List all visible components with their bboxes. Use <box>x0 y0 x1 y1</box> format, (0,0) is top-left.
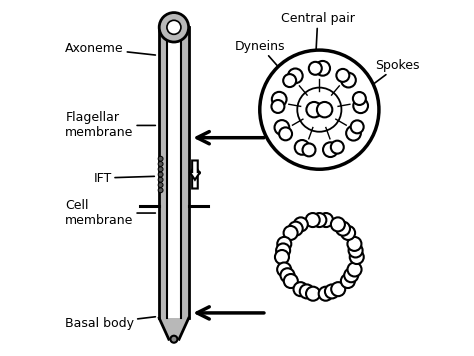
Circle shape <box>351 120 364 133</box>
Circle shape <box>353 92 366 105</box>
Circle shape <box>284 274 298 288</box>
Circle shape <box>353 98 368 113</box>
Circle shape <box>272 92 287 106</box>
FancyArrow shape <box>190 166 200 189</box>
Circle shape <box>283 74 296 87</box>
Circle shape <box>158 188 163 193</box>
Circle shape <box>300 284 314 298</box>
Circle shape <box>341 226 355 240</box>
Circle shape <box>293 282 308 296</box>
Circle shape <box>167 20 181 34</box>
Circle shape <box>317 102 332 117</box>
Circle shape <box>341 73 356 88</box>
Circle shape <box>309 62 322 75</box>
Text: Flagellar
membrane: Flagellar membrane <box>65 111 155 140</box>
Circle shape <box>279 127 292 140</box>
Text: Cell
membrane: Cell membrane <box>65 199 155 227</box>
Circle shape <box>346 126 361 141</box>
Circle shape <box>294 218 308 231</box>
Circle shape <box>159 12 189 42</box>
Polygon shape <box>159 27 189 339</box>
Circle shape <box>306 213 319 227</box>
Circle shape <box>337 69 349 82</box>
Circle shape <box>158 156 163 161</box>
Polygon shape <box>167 27 181 318</box>
Circle shape <box>306 287 320 301</box>
Circle shape <box>277 237 292 251</box>
Circle shape <box>347 237 362 251</box>
Text: Central pair: Central pair <box>281 12 355 86</box>
Circle shape <box>336 222 350 236</box>
Circle shape <box>347 262 362 277</box>
Circle shape <box>158 167 163 172</box>
Circle shape <box>158 172 163 177</box>
Circle shape <box>260 50 379 169</box>
Circle shape <box>350 250 364 264</box>
Circle shape <box>158 177 163 182</box>
Circle shape <box>348 244 363 257</box>
Circle shape <box>331 282 345 296</box>
Circle shape <box>281 268 294 282</box>
Circle shape <box>331 141 344 153</box>
Circle shape <box>158 162 163 167</box>
Circle shape <box>171 336 177 343</box>
Circle shape <box>341 274 355 288</box>
Circle shape <box>315 61 330 76</box>
Circle shape <box>344 268 358 282</box>
Text: IFT: IFT <box>93 172 155 184</box>
Circle shape <box>302 143 316 156</box>
Circle shape <box>319 213 333 227</box>
Text: Basal body: Basal body <box>65 317 155 330</box>
Circle shape <box>275 250 289 264</box>
Circle shape <box>312 213 327 227</box>
Circle shape <box>274 120 289 135</box>
Circle shape <box>289 222 303 236</box>
Circle shape <box>272 100 284 113</box>
Circle shape <box>283 226 298 240</box>
Circle shape <box>306 102 322 117</box>
Text: Dyneins: Dyneins <box>235 40 290 79</box>
Circle shape <box>319 287 333 301</box>
Circle shape <box>323 142 338 157</box>
Circle shape <box>331 218 345 231</box>
Circle shape <box>325 284 339 298</box>
FancyArrow shape <box>190 161 200 180</box>
Circle shape <box>288 68 303 83</box>
Circle shape <box>277 262 291 277</box>
Text: Spokes: Spokes <box>353 59 420 99</box>
Circle shape <box>295 140 310 155</box>
Circle shape <box>276 244 290 257</box>
Text: Axoneme: Axoneme <box>65 42 155 55</box>
Circle shape <box>158 183 163 188</box>
